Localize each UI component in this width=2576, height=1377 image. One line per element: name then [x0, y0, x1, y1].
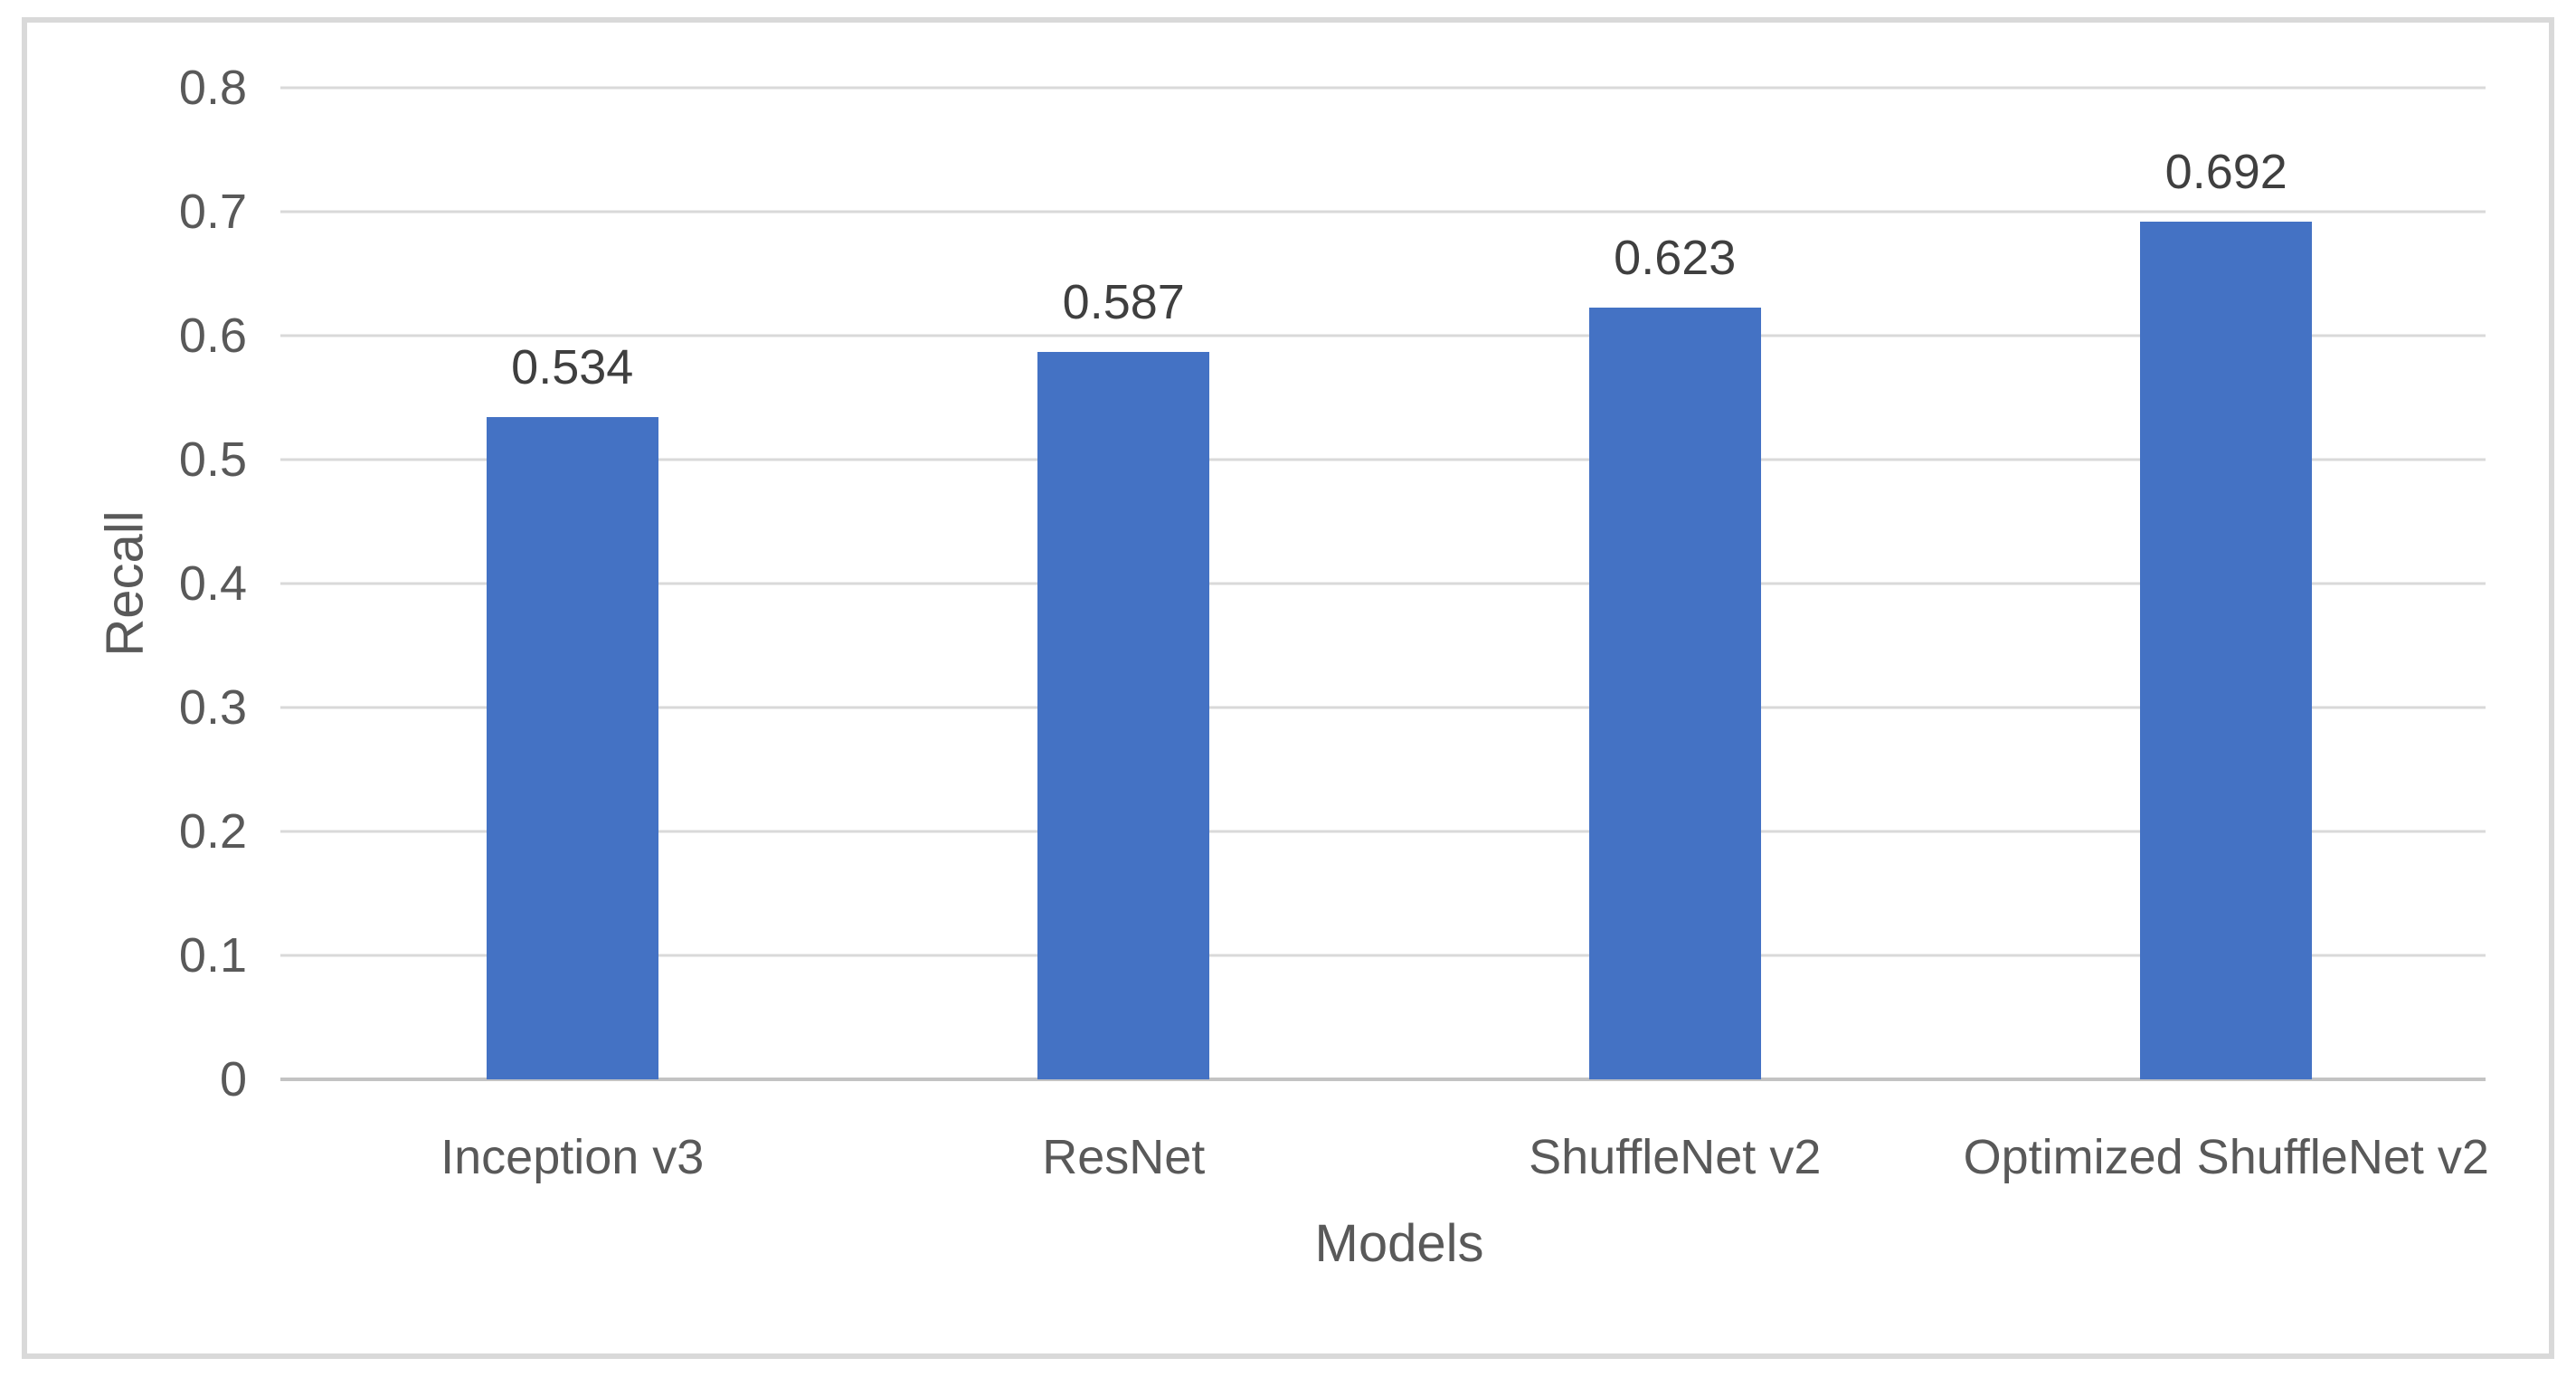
bar-value-label-inception-v3: 0.534	[511, 340, 634, 395]
bar-value-label-shufflenet-v2: 0.623	[1614, 230, 1737, 285]
bar-value-label-optimized-shufflenet-v2: 0.692	[2164, 144, 2287, 199]
y-tick-label-0: 0	[219, 1052, 247, 1106]
bars-layer: 0.534 0.587 0.623 0.692	[297, 88, 2502, 1079]
gridline-0.6	[280, 334, 2486, 337]
gridline-0.7	[280, 210, 2486, 214]
y-tick-label-0.3: 0.3	[178, 680, 247, 735]
x-axis-title: Models	[1314, 1214, 1484, 1273]
gridline-0.3	[280, 706, 2486, 709]
bar-slot-inception-v3: 0.534	[297, 88, 848, 1079]
y-tick-label-0.7: 0.7	[178, 185, 247, 239]
y-tick-label-0.4: 0.4	[178, 556, 247, 611]
bar-inception-v3	[486, 417, 658, 1079]
plot-area	[280, 86, 2486, 1081]
y-tick-label-0.8: 0.8	[178, 61, 247, 115]
chart-frame: Recall 0 0.1 0.2 0.3 0.4 0.5 0.6 0.7 0.8 0.534 0.…	[22, 17, 2554, 1359]
gridline-0.4	[280, 582, 2486, 585]
x-axis-line	[280, 1078, 2486, 1081]
x-category-label-inception-v3: Inception v3	[440, 1130, 705, 1184]
bar-slot-optimized-shufflenet-v2: 0.692	[1951, 88, 2503, 1079]
y-tick-label-0.1: 0.1	[178, 928, 247, 983]
y-tick-label-0.6: 0.6	[178, 309, 247, 363]
x-category-label-resnet: ResNet	[1042, 1130, 1206, 1184]
x-axis-category-labels: Inception v3 ResNet ShuffleNet v2 Optimized…	[297, 1131, 2502, 1183]
gridline-0.5	[280, 458, 2486, 461]
bar-optimized-shufflenet-v2	[2140, 221, 2313, 1079]
bar-slot-resnet: 0.587	[848, 88, 1400, 1079]
y-tick-label-0.5: 0.5	[178, 432, 247, 487]
gridline-0.1	[280, 954, 2486, 957]
x-category-label-optimized-shufflenet-v2: Optimized ShuffleNet v2	[1963, 1130, 2489, 1184]
gridline-0.2	[280, 830, 2486, 833]
bar-slot-shufflenet-v2: 0.623	[1399, 88, 1951, 1079]
y-tick-label-0.2: 0.2	[178, 804, 247, 859]
bar-shufflenet-v2	[1588, 307, 1761, 1079]
x-category-label-shufflenet-v2: ShuffleNet v2	[1529, 1130, 1822, 1184]
bar-resnet	[1037, 351, 1210, 1079]
bar-value-label-resnet: 0.587	[1062, 274, 1185, 329]
y-axis-tick-labels: 0 0.1 0.2 0.3 0.4 0.5 0.6 0.7 0.8	[27, 61, 247, 1106]
gridline-0.8	[280, 86, 2486, 90]
